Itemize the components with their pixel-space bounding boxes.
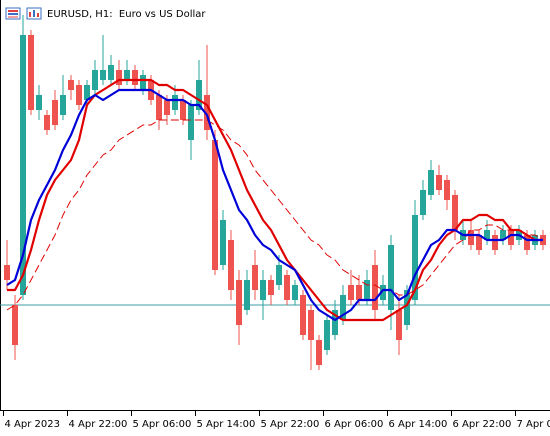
candle-body [476,235,482,250]
candle-body [140,75,146,90]
candle-body [380,285,386,300]
candle-body [316,340,322,365]
candle-body [132,70,138,85]
candle-body [20,35,26,295]
candle-body [452,195,458,230]
title-icons [5,7,42,20]
candle-body [492,235,498,250]
candle-body [468,230,474,245]
x-tick-label: 5 Apr 22:00 [261,419,320,430]
x-tick-label: 7 Apr 06 [517,419,550,430]
candle-body [420,190,426,215]
candle-body [244,280,250,310]
candle-body [188,105,194,140]
candle-body [172,95,178,110]
chart-title: EURUSD, H1: Euro vs US Dollar [47,9,206,20]
candle-body [396,310,402,340]
x-tick-label: 6 Apr 14:00 [389,419,448,430]
candle-body [84,85,90,100]
candle-body [44,115,50,130]
candle-body [164,100,170,115]
candle-body [388,245,394,310]
candle-body [292,285,298,300]
x-tick-label: 6 Apr 22:00 [453,419,512,430]
candle-body [324,320,330,350]
candle-body [92,70,98,90]
candle-body [268,280,274,295]
candle-body [444,180,450,200]
candle-body [236,280,242,325]
candle-body [52,100,58,125]
icon-bar [37,13,39,17]
icon-bar [33,10,35,17]
candle-body [484,230,490,240]
candle-body [276,265,282,285]
candle-body [436,175,442,190]
candle-body [68,80,74,90]
candle-body [196,80,202,110]
candle-body [228,240,234,290]
candle-body [28,35,34,110]
x-tick-label: 5 Apr 06:00 [133,419,192,430]
candle-body [124,70,130,80]
candle-body [36,95,42,110]
candle-body [116,70,122,85]
candle-body [348,285,354,300]
candle-body [76,85,82,105]
candle-body [524,235,530,250]
candle-body [364,280,370,300]
candle-body [180,100,186,120]
candle-body [300,295,306,335]
candle-body [508,230,514,245]
icon-bar [29,12,31,17]
candle-body [372,265,378,310]
indicator-line [6,119,544,311]
candle-body [252,265,258,290]
candle-body [340,295,346,320]
candle-body [308,310,314,340]
indicator-line [6,88,543,322]
candle-body [284,275,290,300]
candle-body [412,215,418,300]
candle-body [220,220,226,265]
x-tick-label: 6 Apr 06:00 [325,419,384,430]
candle-body [212,140,218,270]
candle-body [12,305,18,345]
candle-body [100,70,106,80]
candle-body [4,265,10,280]
x-tick-label: 4 Apr 22:00 [69,419,128,430]
indicator-line [7,78,543,322]
candle-body [428,170,434,195]
candle-body [500,230,506,240]
candle-body [108,65,114,80]
x-tick-label: 5 Apr 14:00 [197,419,256,430]
candle-body [260,280,266,300]
x-tick-label: 4 Apr 2023 [5,419,60,430]
candle-body [204,95,210,130]
candle-body [404,290,410,325]
candle-body [332,310,338,335]
candle-body [156,95,162,120]
candle-body [356,285,362,300]
candle-body [60,95,66,115]
